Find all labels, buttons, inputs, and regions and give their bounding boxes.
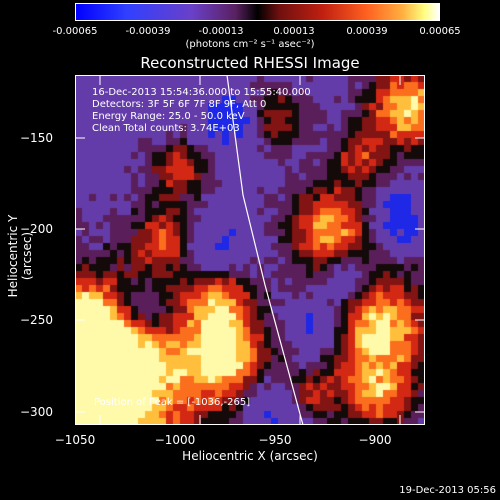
info-detectors: Detectors: 3F 5F 6F 7F 8F 9F, Att 0 <box>92 99 267 110</box>
y-tick-label: −250 <box>20 313 53 327</box>
timestamp: 19-Dec-2013 05:56 <box>399 485 496 496</box>
y-tick-label: −150 <box>20 131 53 145</box>
x-tick-label: −1000 <box>154 433 196 447</box>
x-tick-label: −1050 <box>54 433 96 447</box>
colorbar-tick-label: 0.00065 <box>419 26 461 37</box>
tick-marks <box>75 75 425 425</box>
info-time-range: 16-Dec-2013 15:54:36.000 to 15:55:40.000 <box>92 87 311 98</box>
peak-position: Position of Peak = [-1036,-265] <box>94 397 251 408</box>
colorbar-tick-label: 0.00039 <box>346 26 388 37</box>
x-tick-label: −950 <box>258 433 292 447</box>
plot-axes <box>75 75 425 425</box>
colorbar-tick-label: -0.00013 <box>198 26 244 37</box>
plot-title: Reconstructed RHESSI Image <box>140 54 360 72</box>
y-tick-label: −300 <box>20 405 53 419</box>
colorbar-tick-label: -0.00039 <box>125 26 171 37</box>
y-axis-label: Heliocentric Y (arcsec) <box>6 214 34 298</box>
colorbar-tick-label: -0.00065 <box>52 26 98 37</box>
colorbar-units: (photons cm⁻² s⁻¹ asec⁻²) <box>185 39 315 50</box>
info-energy-range: Energy Range: 25.0 - 50.0 keV <box>92 111 245 122</box>
solar-limb-line <box>226 75 304 425</box>
reconstructed-image <box>75 75 425 425</box>
colorbar <box>75 3 440 21</box>
x-axis-label: Heliocentric X (arcsec) <box>182 449 318 463</box>
x-tick-label: −900 <box>358 433 392 447</box>
colorbar-tick-label: 0.00013 <box>273 26 315 37</box>
info-total-counts: Clean Total counts: 3.74E+03 <box>92 123 240 134</box>
image-plot <box>75 75 425 425</box>
y-tick-label: −200 <box>20 222 53 236</box>
